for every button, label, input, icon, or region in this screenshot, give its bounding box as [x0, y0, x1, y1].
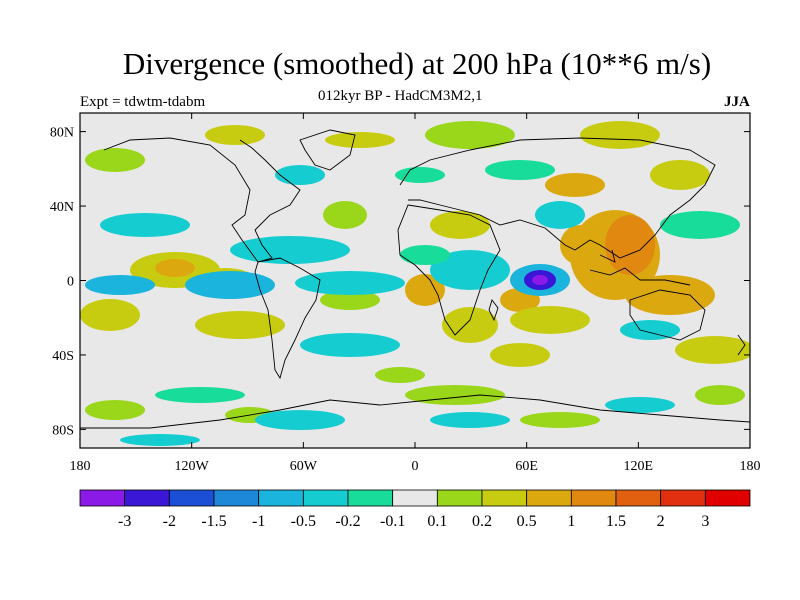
lon-tick-label: 120E: [624, 459, 654, 474]
coastlines: [80, 129, 750, 429]
colorbar-label: 1: [567, 513, 575, 530]
colorbar-label: 0.2: [472, 513, 492, 530]
colorbar-label: -0.5: [291, 513, 316, 530]
map-subtitle: 012kyr BP - HadCM3M2,1: [318, 88, 483, 104]
colorbar-label: 3: [701, 513, 709, 530]
lat-tick-label: 0: [67, 275, 74, 290]
lat-tick-label: 40S: [52, 349, 74, 364]
season-label: JJA: [724, 94, 750, 110]
lon-tick-label: 60E: [515, 459, 538, 474]
colorbar-swatch: [79, 489, 126, 507]
lon-tick-label: 0: [412, 459, 419, 474]
lat-tick-label: 80S: [52, 423, 74, 438]
colorbar-label: -2: [163, 513, 176, 530]
colorbar-label: 1.5: [606, 513, 626, 530]
colorbar-label: 2: [657, 513, 665, 530]
colorbar-label: -3: [118, 513, 131, 530]
lat-tick-label: 80N: [50, 126, 74, 141]
experiment-label: Expt = tdwtm-tdabm: [80, 94, 206, 110]
colorbar-swatch: [436, 489, 483, 507]
colorbar-swatch: [168, 489, 215, 507]
colorbar-swatch: [258, 489, 304, 507]
lon-tick-label: 120W: [175, 459, 210, 474]
colorbar-swatch: [526, 489, 572, 507]
colorbar: -3 -2 -1.5 -1 -0.5 -0.2 -0.1 0.1 0.2 0.5 1 1.5 2 3: [79, 489, 751, 530]
colorbar-swatch: [615, 489, 662, 507]
lon-tick-label: 60W: [290, 459, 318, 474]
colorbar-label: 0.5: [517, 513, 537, 530]
colorbar-swatch: [481, 489, 528, 507]
colorbar-swatch: [704, 489, 751, 507]
colorbar-label: -1.5: [201, 513, 226, 530]
colorbar-label: 0.1: [427, 513, 447, 530]
map-title: Divergence (smoothed) at 200 hPa (10**6 …: [122, 46, 712, 81]
colorbar-swatch: [570, 489, 617, 507]
colorbar-swatch: [213, 489, 260, 507]
colorbar-swatch: [347, 489, 394, 507]
colorbar-label: -0.2: [335, 513, 360, 530]
lon-tick-label: 180: [70, 459, 91, 474]
colorbar-swatch: [392, 489, 438, 507]
lon-tick-label: 180: [740, 459, 761, 474]
colorbar-swatch: [302, 489, 349, 507]
colorbar-swatch: [660, 489, 706, 507]
colorbar-swatch: [124, 489, 170, 507]
lat-tick-label: 40N: [50, 200, 74, 215]
colorbar-label: -1: [252, 513, 265, 530]
colorbar-label: -0.1: [380, 513, 405, 530]
